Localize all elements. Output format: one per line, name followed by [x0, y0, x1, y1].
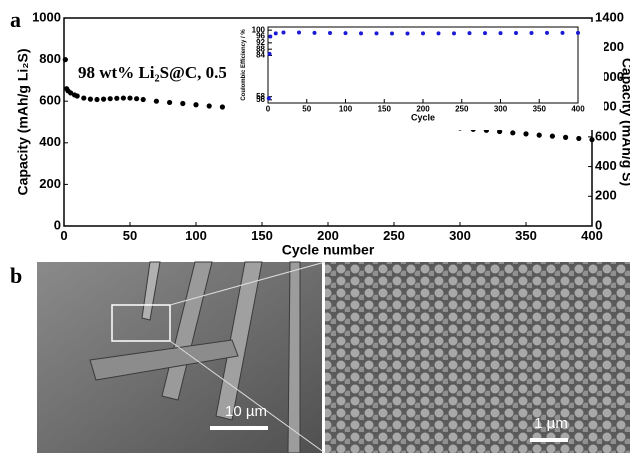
- scale-bar-label: 10 µm: [225, 403, 267, 420]
- y2-axis-label: Capacity (mAh/g S): [619, 58, 630, 186]
- data-point: [268, 52, 272, 56]
- data-point: [359, 31, 363, 35]
- data-point: [468, 31, 472, 35]
- x-tick-label: 100: [185, 228, 207, 243]
- y-tick-label: 1000: [32, 9, 61, 24]
- data-point: [207, 103, 212, 108]
- panel-label: b: [10, 263, 22, 288]
- panel-label: a: [10, 7, 21, 32]
- x-tick-label: 0: [60, 228, 67, 243]
- x-axis-label: Cycle: [411, 113, 435, 123]
- data-point: [514, 31, 518, 35]
- x-tick-label: 350: [515, 228, 537, 243]
- data-point: [63, 57, 68, 62]
- data-point: [101, 97, 106, 102]
- data-point: [375, 31, 379, 35]
- data-point: [180, 101, 185, 106]
- y-axis-label: Coulombic Efficiency / %: [241, 29, 247, 101]
- y-axis-label: Capacity (mAh/g Li₂S): [14, 48, 30, 195]
- data-point: [94, 97, 99, 102]
- data-point: [483, 31, 487, 35]
- y-tick-label: 58: [256, 92, 265, 101]
- data-point: [282, 31, 286, 35]
- x-tick-label: 100: [339, 105, 353, 114]
- data-point: [167, 100, 172, 105]
- data-point: [328, 31, 332, 35]
- x-tick-label: 150: [378, 105, 392, 114]
- data-point: [108, 96, 113, 101]
- x-tick-label: 50: [123, 228, 137, 243]
- data-point: [437, 31, 441, 35]
- y2-tick-label: 200: [595, 188, 617, 203]
- data-point: [421, 31, 425, 35]
- data-point: [134, 96, 139, 101]
- x-tick-label: 150: [251, 228, 273, 243]
- data-point: [274, 31, 278, 35]
- sem-right: [325, 262, 630, 453]
- y2-tick-label: 600: [595, 128, 617, 143]
- data-point: [530, 31, 534, 35]
- data-point: [563, 135, 568, 140]
- data-point: [499, 31, 503, 35]
- data-point: [121, 95, 126, 100]
- data-point: [88, 97, 93, 102]
- y2-tick-label: 0: [595, 217, 602, 232]
- y-tick-label: 200: [39, 176, 61, 191]
- x-axis-label: Cycle number: [282, 241, 375, 257]
- data-point: [406, 31, 410, 35]
- data-point: [589, 137, 594, 142]
- data-point: [550, 134, 555, 139]
- data-point: [561, 31, 565, 35]
- y-tick-label: 800: [39, 51, 61, 66]
- x-tick-label: 350: [533, 105, 547, 114]
- data-point: [344, 31, 348, 35]
- y-tick-label: 400: [39, 134, 61, 149]
- x-tick-label: 250: [455, 105, 469, 114]
- data-point: [545, 31, 549, 35]
- data-point: [313, 31, 317, 35]
- data-point: [267, 96, 271, 100]
- data-point: [576, 136, 581, 141]
- x-tick-label: 50: [302, 105, 311, 114]
- data-point: [114, 96, 119, 101]
- scale-bar-label: 1 µm: [534, 415, 568, 432]
- x-tick-label: 300: [494, 105, 508, 114]
- y-tick-label: 600: [39, 93, 61, 108]
- data-point: [127, 95, 132, 100]
- y-tick-label: 100: [252, 25, 266, 34]
- data-point: [390, 31, 394, 35]
- x-tick-label: 0: [266, 105, 271, 114]
- data-point: [75, 93, 80, 98]
- data-point: [537, 133, 542, 138]
- x-tick-label: 250: [383, 228, 405, 243]
- data-point: [154, 99, 159, 104]
- x-tick-label: 300: [449, 228, 471, 243]
- data-point: [193, 102, 198, 107]
- y-tick-label: 0: [54, 217, 61, 232]
- annotation: 98 wt% Li₂S@C, 0.5C: [78, 63, 239, 82]
- data-point: [220, 104, 225, 109]
- x-tick-label: 400: [571, 105, 585, 114]
- data-point: [81, 95, 86, 100]
- data-point: [452, 31, 456, 35]
- data-point: [523, 131, 528, 136]
- y2-tick-label: 400: [595, 158, 617, 173]
- data-point: [141, 97, 146, 102]
- data-point: [576, 31, 580, 35]
- data-point: [268, 35, 272, 39]
- data-point: [297, 31, 301, 35]
- data-point: [510, 130, 515, 135]
- figure: a b 10 µm 1 µm 0 50 100 150 200 250 300 350 400 0…: [0, 0, 630, 453]
